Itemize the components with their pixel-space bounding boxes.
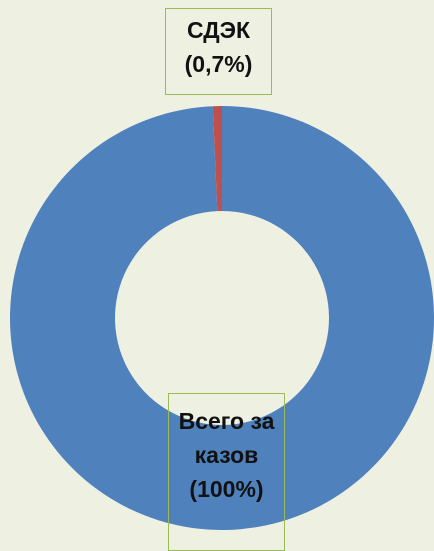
slice	[212, 106, 222, 212]
slice	[9, 106, 434, 530]
data-label: СДЭК (0,7%)	[165, 8, 272, 95]
data-label: Всего заказов (100%)	[168, 393, 285, 551]
label-name: СДЭК	[186, 17, 251, 43]
label-value: (100%)	[189, 476, 264, 502]
label-value: (0,7%)	[184, 51, 253, 77]
label-name: Всего заказов	[178, 408, 275, 468]
